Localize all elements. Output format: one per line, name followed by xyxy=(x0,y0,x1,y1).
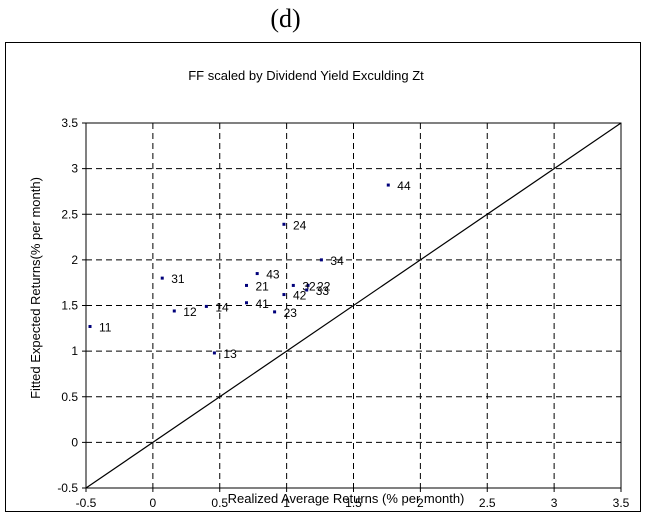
x-tick-label: 3 xyxy=(551,496,558,510)
data-point-label: 21 xyxy=(256,279,270,293)
data-point-label: 23 xyxy=(284,306,298,320)
data-point-marker xyxy=(305,288,309,292)
data-point-marker xyxy=(212,351,216,355)
data-point-label: 43 xyxy=(266,268,280,282)
data-point-label: 13 xyxy=(223,347,237,361)
chart-frame: FF scaled by Dividend Yield Exculding Zt… xyxy=(5,42,641,512)
data-point-marker xyxy=(204,304,208,308)
reference-line-45-degree xyxy=(85,122,622,489)
x-tick-label: 2 xyxy=(417,496,424,510)
data-point-label: 31 xyxy=(171,272,185,286)
data-point-label: 24 xyxy=(293,218,307,232)
x-tick-label: 0.5 xyxy=(211,496,228,510)
y-tick-label: -0.5 xyxy=(57,481,78,495)
x-tick-label: 1.5 xyxy=(345,496,362,510)
y-tick-label: 1.5 xyxy=(61,299,78,313)
y-tick-label: 1 xyxy=(71,344,78,358)
y-tick-label: 0 xyxy=(71,435,78,449)
data-point-label: 44 xyxy=(397,179,411,193)
data-point-marker xyxy=(255,272,259,276)
data-point-marker xyxy=(386,183,390,187)
y-axis-label: Fitted Expected Returns(% per month) xyxy=(28,177,43,399)
x-tick-label: -0.5 xyxy=(76,496,97,510)
y-axis-ticks: -0.5 0 0.5 1 1.5 2 2.5 3 3.5 xyxy=(57,116,86,495)
data-point-marker xyxy=(273,310,277,314)
data-point-marker xyxy=(245,301,248,305)
data-point-marker xyxy=(160,276,164,280)
data-point-marker xyxy=(291,283,295,287)
data-point-label: 12 xyxy=(183,305,197,319)
x-tick-label: 3.5 xyxy=(613,496,630,510)
x-tick-label: 0 xyxy=(150,496,157,510)
data-point-label: 41 xyxy=(256,297,270,311)
data-point-label: 33 xyxy=(316,284,330,298)
data-point-label: 42 xyxy=(293,289,307,303)
y-tick-label: 3.5 xyxy=(61,116,78,130)
x-tick-label: 2.5 xyxy=(479,496,496,510)
data-point-marker xyxy=(319,258,323,262)
data-point-marker xyxy=(88,324,92,328)
panel-label: (d) xyxy=(270,4,301,33)
y-tick-label: 0.5 xyxy=(61,390,78,404)
data-point-marker xyxy=(172,309,176,313)
y-tick-label: 3 xyxy=(71,162,78,176)
x-axis-ticks: -0.5 0 0.5 1 1.5 2 2.5 3 3.5 xyxy=(76,488,630,510)
data-point-label: 14 xyxy=(215,300,229,314)
data-point-label: 22 xyxy=(317,279,331,293)
y-tick-label: 2 xyxy=(71,253,78,267)
x-tick-label: 1 xyxy=(283,496,290,510)
data-point-label: 34 xyxy=(330,254,344,268)
data-point-marker xyxy=(282,293,286,297)
data-point-marker xyxy=(306,283,310,287)
data-point-marker xyxy=(245,283,248,287)
scatter-chart: FF scaled by Dividend Yield Exculding Zt… xyxy=(28,68,630,510)
x-axis-label: Realized Average Returns (% per month) xyxy=(228,491,465,506)
chart-title: FF scaled by Dividend Yield Exculding Zt xyxy=(188,68,424,83)
y-tick-label: 2.5 xyxy=(61,207,78,221)
data-point-label: 11 xyxy=(99,320,112,334)
data-point-marker xyxy=(282,222,286,226)
